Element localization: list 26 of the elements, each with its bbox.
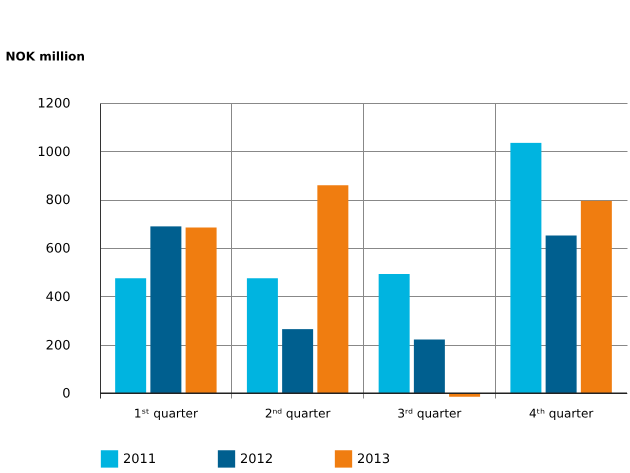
y-tick-label: 200 <box>46 338 70 354</box>
x-tick-label: 3ʳᵈ quarter <box>397 406 462 420</box>
y-tick-label: 0 <box>62 386 70 402</box>
bar <box>186 228 217 394</box>
x-tick-label: 2ⁿᵈ quarter <box>264 406 331 420</box>
bar <box>580 200 612 394</box>
y-tick-label: 400 <box>46 290 70 305</box>
bar <box>150 226 182 394</box>
bar <box>378 274 410 394</box>
y-tick-label: 800 <box>46 193 70 208</box>
legend-label: 2012 <box>240 452 274 467</box>
bar <box>317 185 348 394</box>
x-tick-label: 4ᵗʰ quarter <box>528 406 594 420</box>
bar <box>414 339 445 394</box>
legend-label: 2013 <box>357 452 390 467</box>
y-tick-label: 1200 <box>37 96 70 112</box>
bar <box>115 278 146 394</box>
y-tick-label: 1000 <box>37 144 70 160</box>
bar <box>510 142 542 394</box>
bar <box>246 278 278 394</box>
y-axis-title: NOK million <box>6 50 85 64</box>
x-tick-label: 1ˢᵗ quarter <box>134 406 198 420</box>
bar <box>546 236 577 394</box>
y-tick-label: 600 <box>46 242 70 257</box>
bar <box>282 329 314 394</box>
legend-label: 2011 <box>123 452 156 467</box>
